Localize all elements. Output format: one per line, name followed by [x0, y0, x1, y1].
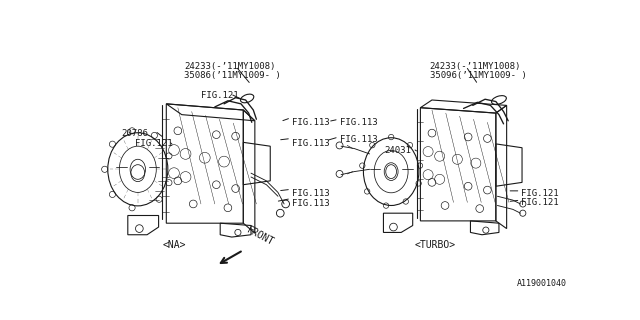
- Text: FIG.121: FIG.121: [521, 188, 559, 197]
- Text: FIG.113: FIG.113: [292, 189, 330, 198]
- Text: FRONT: FRONT: [245, 225, 275, 248]
- Text: FIG.121: FIG.121: [201, 91, 239, 100]
- Text: FIG.113: FIG.113: [340, 118, 377, 127]
- Text: <NA>: <NA>: [163, 240, 186, 250]
- Text: FIG.113: FIG.113: [292, 139, 330, 148]
- Text: 35096(’11MY1009- ): 35096(’11MY1009- ): [429, 71, 526, 80]
- Text: FIG.113: FIG.113: [292, 198, 330, 208]
- Text: 24233(-’11MY1008): 24233(-’11MY1008): [184, 61, 275, 70]
- Text: 20786: 20786: [122, 129, 148, 138]
- Text: FIG.113: FIG.113: [340, 135, 377, 144]
- Text: FIG.121: FIG.121: [521, 198, 559, 207]
- Text: 35086(’11MY1009- ): 35086(’11MY1009- ): [184, 71, 281, 80]
- Text: 24031: 24031: [384, 146, 411, 155]
- Text: <TURBO>: <TURBO>: [414, 240, 456, 250]
- Text: 24233(-’11MY1008): 24233(-’11MY1008): [429, 61, 521, 70]
- Text: FIG.113: FIG.113: [292, 118, 330, 127]
- Text: A119001040: A119001040: [516, 279, 566, 288]
- Text: FIG.121: FIG.121: [136, 139, 173, 148]
